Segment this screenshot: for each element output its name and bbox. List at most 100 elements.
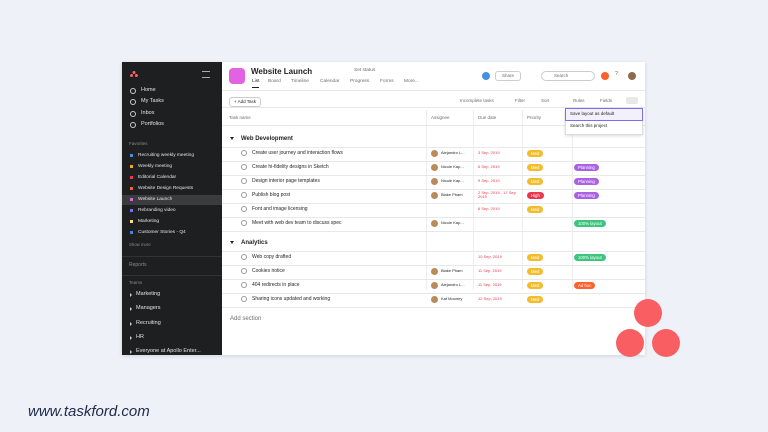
- tab[interactable]: List: [252, 79, 260, 88]
- favorite-item[interactable]: Weekly meeting: [138, 163, 173, 169]
- team-item[interactable]: Marketing: [136, 291, 161, 297]
- task-name[interactable]: Meet with web dev team to discuss spec: [252, 220, 342, 226]
- row-divider: [222, 203, 645, 204]
- assignee: Blake Pham: [441, 192, 463, 197]
- share-button[interactable]: Share: [495, 71, 522, 81]
- nav-icon: [130, 88, 136, 94]
- task-check[interactable]: [241, 164, 247, 170]
- reports[interactable]: Reports: [129, 262, 147, 268]
- menu-item[interactable]: Save layout as default: [565, 108, 643, 121]
- task-name[interactable]: Create hi-fidelity designs in Sketch: [252, 164, 329, 170]
- tab[interactable]: Progress: [350, 79, 370, 84]
- task-name[interactable]: Cookies notice: [252, 268, 285, 274]
- task-check[interactable]: [241, 178, 247, 184]
- tag-pill: Planning: [574, 164, 599, 172]
- task-check[interactable]: [241, 220, 247, 226]
- task-name[interactable]: Web copy drafted: [252, 254, 292, 260]
- priority-pill: Med: [527, 296, 544, 304]
- task-check[interactable]: [241, 254, 247, 260]
- task-check[interactable]: [241, 206, 247, 212]
- priority-pill: Med: [527, 164, 544, 172]
- favorite-color: [130, 220, 133, 223]
- more-button[interactable]: [626, 97, 638, 104]
- task-name[interactable]: Font and image licensing: [252, 206, 308, 212]
- column-header: Due date: [478, 115, 497, 120]
- add-task-button[interactable]: + Add Task: [229, 97, 262, 107]
- favorite-color: [130, 154, 133, 157]
- search-box[interactable]: Search: [541, 71, 595, 81]
- tab[interactable]: Board: [268, 79, 281, 84]
- row-divider: [222, 265, 645, 266]
- toolbar-filter[interactable]: Filter: [515, 98, 525, 103]
- set-status[interactable]: Set status: [354, 68, 376, 73]
- favorite-color: [130, 165, 133, 168]
- favorite-color: [130, 187, 133, 190]
- column-divider: [426, 110, 427, 290]
- task-check[interactable]: [241, 296, 247, 302]
- favorite-item[interactable]: Editorial Calendar: [138, 174, 177, 180]
- favorite-item[interactable]: Website Launch: [138, 196, 173, 202]
- sidebar: Home My Tasks Inbox Portfolios Favorites Recr…: [122, 62, 222, 355]
- dropdown-menu: Save layout as default Search this projec…: [565, 108, 643, 135]
- nav-item[interactable]: Inbox: [141, 109, 155, 116]
- favorite-item[interactable]: Rebranding video: [138, 207, 176, 213]
- favorite-item[interactable]: Website Design Requests: [138, 185, 194, 191]
- toolbar-sort[interactable]: Sort: [541, 98, 550, 103]
- toolbar-fields[interactable]: Fields: [600, 98, 613, 103]
- favorite-item[interactable]: Customer Stories - Q4: [138, 229, 186, 235]
- help[interactable]: ?: [615, 71, 619, 77]
- team-item[interactable]: Everyone at Apollo Enter...: [136, 348, 201, 355]
- add-section[interactable]: Add section: [230, 316, 262, 322]
- tab[interactable]: Calendar: [320, 79, 340, 84]
- task-name[interactable]: 404 redirects in place: [252, 282, 300, 288]
- task-check[interactable]: [241, 192, 247, 198]
- priority-pill: Med: [527, 150, 544, 158]
- task-check[interactable]: [241, 282, 247, 288]
- favorite-item[interactable]: Marketing: [138, 218, 160, 224]
- row-divider: [222, 307, 645, 308]
- team-item[interactable]: Recruiting: [136, 319, 161, 326]
- priority-pill: High: [527, 192, 544, 200]
- section-title: Analytics: [241, 240, 268, 246]
- task-check[interactable]: [241, 150, 247, 156]
- assignee-avatar: [431, 281, 438, 289]
- favorite-color: [130, 209, 133, 212]
- favorite-color: [130, 176, 133, 179]
- toolbar-rules[interactable]: Rules: [573, 98, 585, 103]
- nav-item[interactable]: My Tasks: [141, 98, 164, 105]
- toolbar-incomplete[interactable]: Incomplete tasks: [460, 98, 494, 103]
- due-date: 3 Sep, 2019: [478, 150, 500, 155]
- due-date: 9 Sep, 2019: [478, 178, 500, 183]
- favorite-item[interactable]: Recruiting weekly meeting: [138, 152, 194, 158]
- assignee-avatar: [431, 163, 438, 171]
- tag-pill: 100% layout: [574, 220, 606, 228]
- tab[interactable]: Forms: [380, 79, 394, 84]
- nav-item[interactable]: Portfolios: [141, 120, 164, 127]
- task-name[interactable]: Create user journey and interaction flow…: [252, 150, 343, 156]
- task-name[interactable]: Sharing icons updated and working: [252, 296, 331, 302]
- due-date: 2 Sep, 2019 - 17 Sep 2019: [478, 189, 516, 200]
- divider: [222, 125, 645, 126]
- menu-item[interactable]: Search this project: [570, 123, 608, 128]
- assignee: Nicole Kap...: [441, 178, 464, 183]
- assignee-avatar: [431, 219, 438, 227]
- team-item[interactable]: Managers: [136, 305, 161, 312]
- priority-pill: Med: [527, 268, 544, 276]
- team-item[interactable]: HR: [136, 333, 144, 340]
- task-name[interactable]: Publish blog post: [252, 192, 291, 198]
- nav-item[interactable]: Home: [141, 87, 156, 93]
- project-icon[interactable]: [229, 68, 245, 84]
- show-more[interactable]: Show more: [129, 242, 151, 247]
- priority-pill: Med: [527, 254, 544, 262]
- tab[interactable]: More...: [404, 79, 419, 84]
- footer-url: www.taskford.com: [28, 403, 150, 420]
- section-title: Web Development: [241, 136, 293, 142]
- task-check[interactable]: [241, 268, 247, 274]
- team-caret: [130, 350, 132, 355]
- task-name[interactable]: Design interior page templates: [252, 178, 320, 184]
- tab[interactable]: Timeline: [291, 79, 309, 84]
- team-caret: [130, 307, 132, 312]
- team-caret: [130, 321, 132, 326]
- collapse-icon[interactable]: [202, 71, 210, 78]
- avatar: [628, 72, 636, 80]
